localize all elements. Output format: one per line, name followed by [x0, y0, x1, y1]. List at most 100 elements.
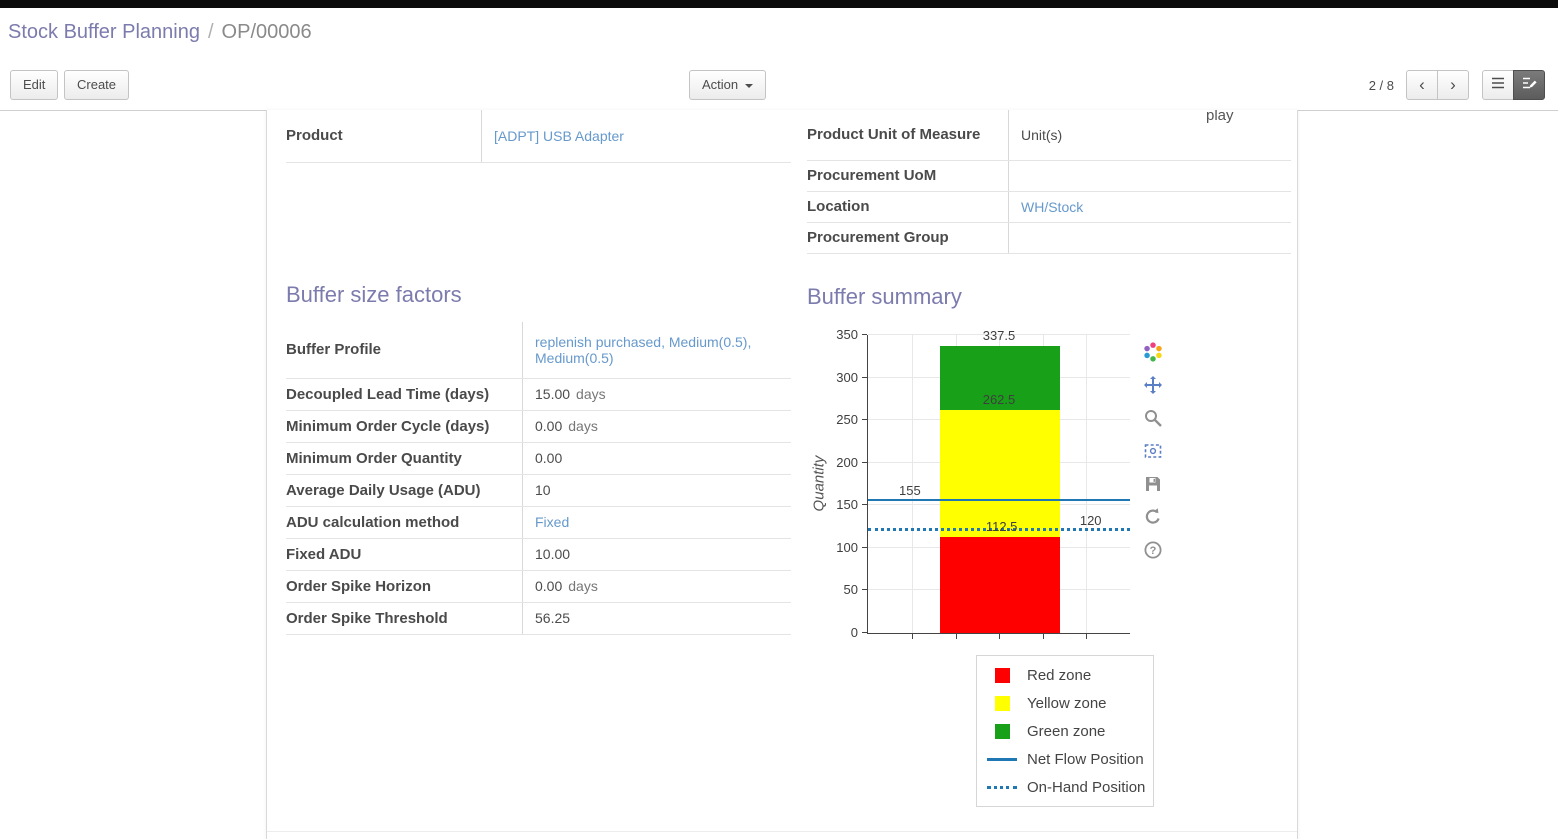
caret-down-icon	[745, 83, 754, 88]
general-left-group: Product [ADPT] USB Adapter	[286, 110, 791, 163]
y-tick-mark	[862, 376, 867, 378]
field-value-cell: [ADPT] USB Adapter	[481, 110, 791, 163]
form-edit-icon	[1521, 75, 1537, 96]
net-flow-position-swatch	[985, 757, 1019, 761]
create-button[interactable]: Create	[64, 70, 130, 100]
buffer-summary-chart[interactable]: Quantity 0 50 100 150 200 250 300 350 337.5 262.…	[811, 325, 1177, 665]
zoom-box-icon[interactable]	[1142, 440, 1164, 462]
field-value-cell: 0.00 days	[522, 570, 791, 603]
chart-data-label: 337.5	[982, 327, 1016, 343]
pager-buttons: ‹ ›	[1406, 70, 1469, 100]
general-right-group: Product Unit of Measure Unit(s) Procuremen…	[807, 110, 1291, 254]
list-view-button[interactable]	[1482, 70, 1514, 100]
plotly-logo-icon[interactable]	[1142, 341, 1164, 363]
legend-label: Net Flow Position	[1027, 750, 1144, 768]
field-value-cell: 56.25	[522, 602, 791, 635]
y-tick-label: 200	[836, 454, 858, 470]
breadcrumb: Stock Buffer Planning / OP/00006	[8, 21, 312, 44]
legend-item[interactable]: Green zone	[985, 718, 1145, 744]
legend-label: Yellow zone	[1027, 694, 1107, 712]
y-tick-mark	[862, 334, 867, 335]
zoom-icon[interactable]	[1142, 407, 1164, 429]
legend-item[interactable]: Red zone	[985, 662, 1145, 688]
field-unit-suffix: days	[568, 418, 598, 434]
svg-text:?: ?	[1150, 545, 1157, 557]
field-row: Minimum Order Cycle (days) 0.00 days	[286, 410, 791, 443]
field-value-cell: WH/Stock	[1008, 191, 1291, 223]
field-label: Average Daily Usage (ADU)	[286, 474, 523, 507]
gridline	[912, 335, 914, 633]
edit-button[interactable]: Edit	[10, 70, 59, 100]
pager-next-button[interactable]: ›	[1437, 70, 1469, 100]
field-value-cell: 10	[522, 474, 791, 507]
legend-item[interactable]: Yellow zone	[985, 690, 1145, 716]
chart-modebar: ?	[1141, 341, 1165, 572]
chart-y-tick-labels: 0 50 100 150 200 250 300 350	[822, 327, 858, 640]
chart-data-label: 120	[1079, 512, 1102, 528]
y-tick-mark	[862, 546, 867, 548]
legend-item[interactable]: Net Flow Position	[985, 746, 1145, 772]
field-row: ADU calculation method Fixed	[286, 506, 791, 539]
buffer-size-factors-group: Buffer Profile replenish purchased, Mediu…	[286, 322, 791, 635]
x-tick-mark	[956, 634, 958, 639]
field-row: Decoupled Lead Time (days) 15.00 days	[286, 378, 791, 411]
pan-icon[interactable]	[1142, 374, 1164, 396]
breadcrumb-parent-link[interactable]: Stock Buffer Planning	[8, 21, 200, 43]
chevron-right-icon: ›	[1450, 75, 1456, 94]
chart-plot-area[interactable]: 337.5 262.5 155 112.5 120	[862, 328, 1130, 639]
help-icon[interactable]: ?	[1142, 539, 1164, 561]
field-value-link[interactable]: Fixed	[535, 514, 570, 530]
field-value-text: 0.00	[535, 450, 563, 466]
form-view-button[interactable]	[1513, 70, 1545, 100]
field-value-cell: Unit(s)	[1008, 110, 1291, 161]
buffer-size-factors-title: Buffer size factors	[286, 282, 462, 307]
field-value-text: 0.00	[535, 418, 563, 434]
save-icon[interactable]	[1142, 473, 1164, 495]
toolbar-right: 2 / 8 ‹ ›	[1369, 70, 1545, 100]
chart-data-label: 262.5	[982, 391, 1016, 407]
field-unit-suffix: days	[576, 386, 606, 402]
yellow-zone-swatch	[985, 695, 1019, 711]
field-label: Decoupled Lead Time (days)	[286, 378, 523, 411]
y-tick-label: 300	[836, 369, 858, 385]
y-tick-mark	[862, 419, 867, 421]
reset-axes-icon[interactable]	[1142, 506, 1164, 528]
action-button-label: Action	[702, 77, 739, 92]
green-zone-swatch	[985, 723, 1019, 739]
field-value-link[interactable]: [ADPT] USB Adapter	[494, 127, 624, 144]
field-row: Average Daily Usage (ADU) 10	[286, 474, 791, 507]
chart-data-label: 112.5	[985, 519, 1018, 535]
pager-previous-button[interactable]: ‹	[1406, 70, 1438, 100]
y-tick-mark	[862, 461, 867, 463]
yellow-zone-bar	[940, 409, 1060, 538]
field-value-cell	[1008, 160, 1291, 192]
field-label: Location	[807, 191, 1009, 223]
x-tick-mark	[912, 634, 914, 639]
x-tick-mark	[1085, 634, 1087, 639]
field-value-link[interactable]: replenish purchased, Medium(0.5), Medium…	[535, 333, 752, 366]
field-value-link[interactable]: WH/Stock	[1021, 198, 1084, 215]
field-value-cell: Fixed	[522, 506, 791, 539]
field-label: Order Spike Horizon	[286, 570, 523, 603]
legend-label: Green zone	[1027, 722, 1106, 740]
y-tick-label: 350	[836, 327, 858, 342]
chevron-left-icon: ‹	[1419, 75, 1425, 94]
field-label: Buffer Profile	[286, 322, 523, 379]
field-value-text: Unit(s)	[1021, 126, 1063, 143]
field-row: Product Unit of Measure Unit(s)	[807, 110, 1291, 161]
field-label: Minimum Order Quantity	[286, 442, 523, 475]
y-tick-mark	[862, 632, 867, 633]
legend-item[interactable]: On-Hand Position	[985, 774, 1145, 800]
action-button[interactable]: Action	[689, 70, 767, 100]
field-value-cell: 0.00	[522, 442, 791, 475]
control-panel: Edit Create Action 2 / 8 ‹ ›	[0, 60, 1558, 111]
field-value-text: 56.25	[535, 610, 571, 626]
field-value-cell	[1008, 222, 1291, 254]
x-tick-mark	[999, 634, 1000, 639]
y-tick-mark	[862, 589, 867, 591]
top-nav-bar	[0, 0, 1558, 8]
y-tick-mark	[862, 504, 867, 506]
field-row: Procurement UoM	[807, 160, 1291, 192]
on-hand-position-line	[868, 527, 1130, 531]
